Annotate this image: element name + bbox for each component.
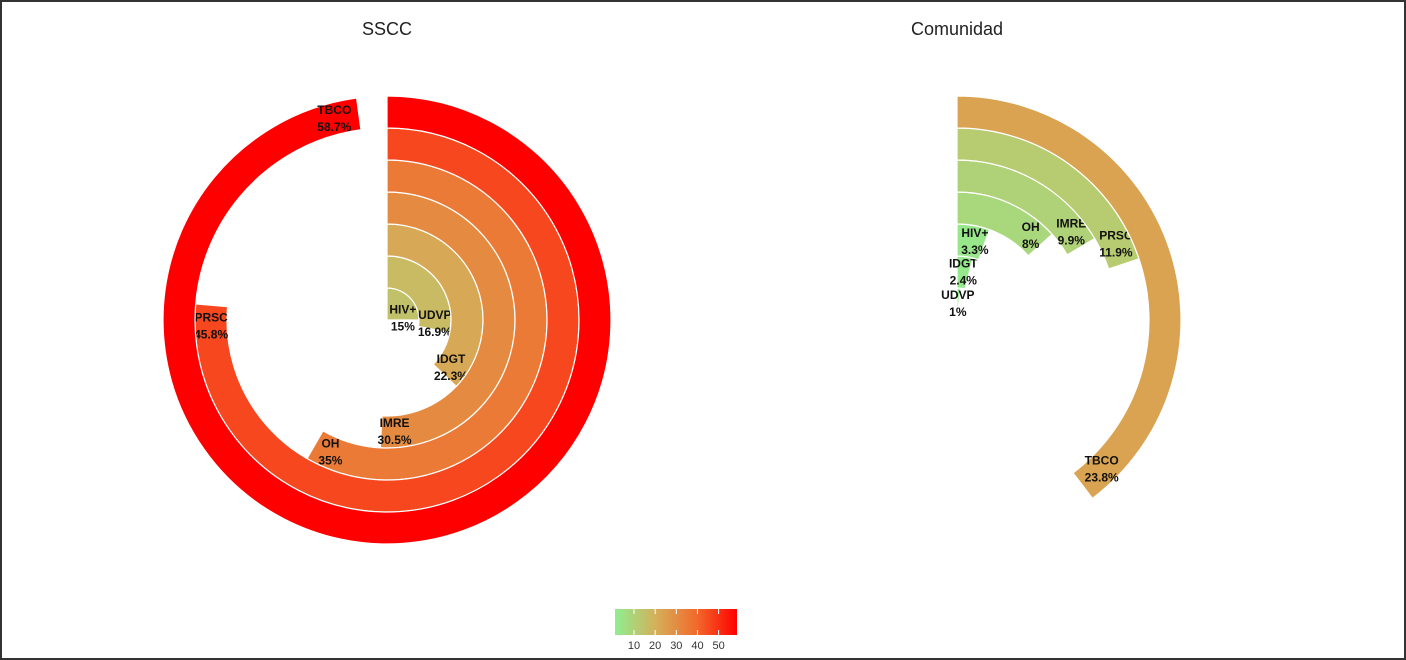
category-label: IDGT (949, 257, 978, 271)
value-label: 30.5% (378, 433, 412, 447)
value-label: 15% (391, 319, 415, 333)
category-label: TBCO (317, 103, 351, 117)
radial-bar (162, 95, 612, 545)
category-label: HIV+ (389, 302, 416, 316)
value-label: 9.9% (1058, 234, 1086, 248)
value-label: 8% (1022, 237, 1040, 251)
category-label: PRSC (194, 311, 228, 325)
value-label: 35% (318, 454, 342, 468)
chart-title: Comunidad (911, 19, 1003, 39)
radial-bar (956, 95, 1182, 500)
category-label: IMRE (380, 416, 410, 430)
value-label: 3.3% (961, 243, 989, 257)
chart-title: SSCC (362, 19, 412, 39)
colorbar-tick-label: 50 (712, 640, 724, 652)
value-label: 11.9% (1099, 245, 1133, 259)
value-label: 16.9% (418, 325, 452, 339)
category-label: IMRE (1056, 217, 1086, 231)
value-label: 45.8% (194, 328, 228, 342)
value-label: 23.8% (1085, 471, 1119, 485)
category-label: OH (321, 437, 339, 451)
category-label: IDGT (437, 352, 466, 366)
colorbar-tick-label: 30 (670, 640, 682, 652)
colorbar-tick-label: 20 (649, 640, 661, 652)
category-label: TBCO (1085, 454, 1119, 468)
category-label: HIV+ (961, 226, 988, 240)
category-label: PRSC (1099, 228, 1133, 242)
value-label: 22.3% (434, 369, 468, 383)
category-label: UDVP (941, 288, 974, 302)
value-label: 1% (949, 305, 967, 319)
colorbar-tick-label: 10 (628, 640, 640, 652)
colorbar-tick-label: 40 (691, 640, 703, 652)
value-label: 2.4% (950, 274, 978, 288)
value-label: 58.7% (317, 120, 351, 134)
category-label: UDVP (418, 308, 451, 322)
category-label: OH (1022, 220, 1040, 234)
